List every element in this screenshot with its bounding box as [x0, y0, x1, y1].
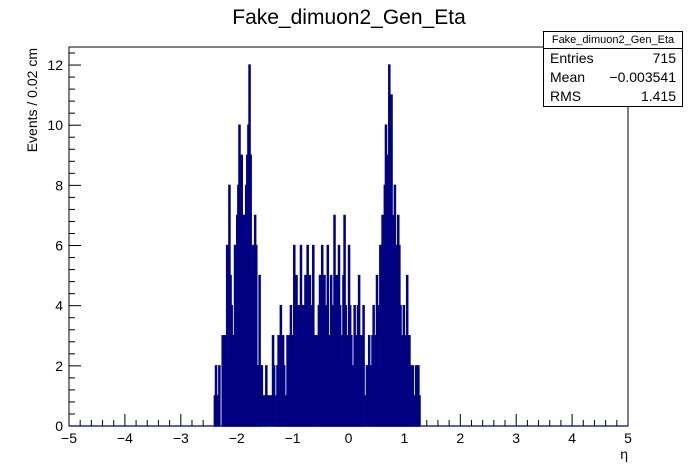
histogram-bin — [412, 395, 416, 427]
x-axis-label: η — [620, 446, 628, 462]
y-tick-label: 12 — [47, 57, 63, 73]
histogram-bin — [267, 395, 270, 427]
x-tick-label: −2 — [229, 430, 245, 446]
histogram-bin — [265, 365, 268, 427]
x-tick-label: 5 — [624, 430, 632, 446]
y-tick-label: 10 — [47, 117, 63, 133]
stats-entries-label: Entries — [550, 50, 594, 66]
stats-rms-row: RMS 1.415 — [544, 87, 682, 106]
chart-title: Fake_dimuon2_Gen_Eta — [232, 6, 466, 29]
x-tick-label: 1 — [401, 430, 409, 446]
x-tick-label: 2 — [456, 430, 464, 446]
histogram-bars — [69, 64, 628, 427]
histogram-bin — [365, 365, 369, 427]
x-tick-label: −4 — [117, 430, 133, 446]
stats-mean-row: Mean −0.003541 — [544, 68, 682, 87]
y-tick-label: 8 — [55, 177, 63, 193]
x-tick-label: 0 — [345, 430, 353, 446]
y-tick-label: 0 — [55, 418, 63, 434]
histogram-bin — [362, 304, 365, 427]
histogram-bin — [260, 365, 264, 427]
histogram-bin — [418, 395, 421, 427]
y-axis-label: Events / 0.02 cm — [24, 48, 40, 152]
histogram-bin — [214, 365, 218, 427]
y-tick-label: 2 — [55, 358, 63, 374]
stats-entries-row: Entries 715 — [544, 49, 682, 68]
histogram-bin — [314, 335, 317, 427]
histogram-bin — [272, 365, 276, 427]
histogram-bin — [282, 365, 286, 427]
stats-mean-label: Mean — [550, 69, 586, 85]
stats-box: Fake_dimuon2_Gen_Eta Entries 715 Mean −0… — [543, 31, 683, 107]
stats-title: Fake_dimuon2_Gen_Eta — [544, 32, 682, 49]
stats-rms-label: RMS — [550, 88, 582, 104]
y-tick-label: 4 — [55, 298, 63, 314]
histogram-bin — [218, 365, 221, 427]
y-tick-label: 6 — [55, 238, 63, 254]
stats-mean-value: −0.003541 — [609, 69, 676, 85]
stats-rms-value: 1.415 — [640, 88, 676, 104]
x-tick-label: 4 — [568, 430, 576, 446]
x-tick-label: −1 — [285, 430, 301, 446]
x-tick-label: 3 — [512, 430, 520, 446]
stats-entries-value: 715 — [652, 50, 676, 66]
x-tick-label: −3 — [173, 430, 189, 446]
histogram-bin — [269, 395, 273, 427]
x-tick-label: −5 — [61, 430, 77, 446]
